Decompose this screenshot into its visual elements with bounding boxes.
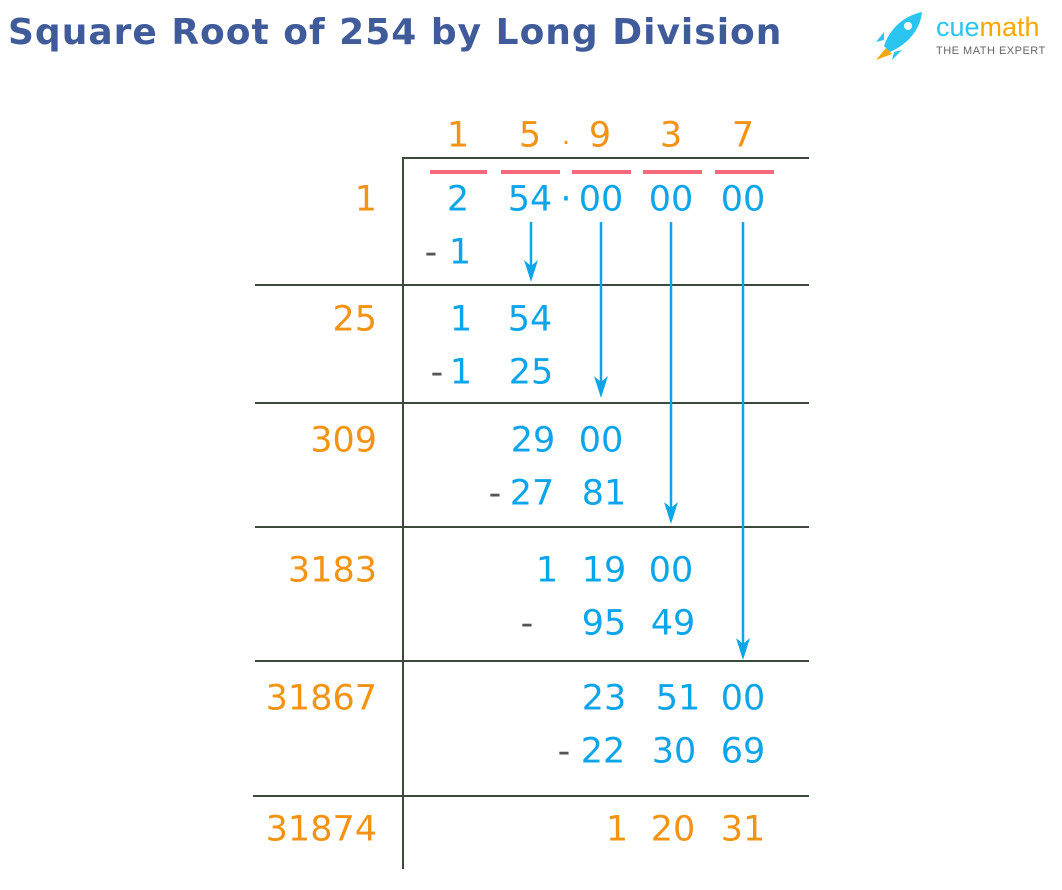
quotient-digit: 9 <box>588 115 612 156</box>
quotient-digit: 3 <box>659 115 683 156</box>
subtrahend: 27 <box>509 473 555 514</box>
subtrahend: 69 <box>720 731 766 772</box>
arrow-down-icon <box>736 222 750 660</box>
subtrahend: 81 <box>581 473 627 514</box>
arrow-down-icon <box>664 222 678 524</box>
logo-tagline: THE MATH EXPERT <box>936 45 1046 57</box>
minus-sign: - <box>557 731 571 772</box>
row-divider <box>255 660 809 662</box>
remainder: 00 <box>720 678 766 719</box>
dividend-pair: 2 <box>446 179 470 220</box>
row-divider <box>255 284 809 286</box>
minus-sign: - <box>430 352 444 393</box>
remainder: 51 <box>655 678 701 719</box>
arrow-down-icon <box>524 222 538 282</box>
remainder: 1 <box>535 550 559 591</box>
quotient-digit: 5 <box>518 115 542 156</box>
arrow-down-icon <box>594 222 608 398</box>
divisor: 3183 <box>287 550 377 591</box>
divisor: 1 <box>354 179 377 220</box>
dividend-decimal-point: · <box>560 179 572 220</box>
minus-sign: - <box>488 473 502 514</box>
digit-pair-bar <box>715 170 774 174</box>
remainder: 1 <box>449 299 473 340</box>
digit-pair-bar <box>572 170 631 174</box>
logo-text-cue: cue <box>936 12 980 42</box>
row-divider <box>255 526 809 528</box>
row-divider <box>255 402 809 404</box>
dividend-pair: 00 <box>720 179 766 220</box>
cuemath-logo: cuemath THE MATH EXPERT <box>872 10 1057 65</box>
minus-sign: - <box>520 603 534 644</box>
subtrahend: 25 <box>508 352 554 393</box>
division-vertical-line <box>402 158 404 869</box>
divisor: 309 <box>310 420 377 461</box>
subtrahend: 49 <box>650 603 696 644</box>
logo-text-math: math <box>979 12 1040 42</box>
digit-pair-bar <box>501 170 560 174</box>
final-remainder: 1 <box>605 809 629 850</box>
subtrahend: 22 <box>580 731 626 772</box>
final-remainder: 20 <box>650 809 696 850</box>
divisor: 31867 <box>265 678 377 719</box>
divisor: 25 <box>332 299 377 340</box>
digit-pair-bar <box>643 170 702 174</box>
quotient-decimal-point: . <box>561 121 571 151</box>
remainder: 29 <box>510 420 556 461</box>
rocket-icon <box>876 12 922 60</box>
quotient-digit: 7 <box>731 115 755 156</box>
remainder: 23 <box>581 678 627 719</box>
page-title: Square Root of 254 by Long Division <box>8 12 783 53</box>
subtrahend: 1 <box>448 232 472 273</box>
subtrahend: 95 <box>581 603 627 644</box>
subtrahend: 1 <box>449 352 473 393</box>
subtrahend: 30 <box>651 731 697 772</box>
division-top-line <box>402 157 809 159</box>
digit-pair-bar <box>430 170 487 174</box>
quotient-digit: 1 <box>446 115 470 156</box>
row-divider <box>253 795 809 797</box>
minus-sign: - <box>424 232 438 273</box>
dividend-pair: 54 <box>507 179 553 220</box>
final-remainder: 31 <box>720 809 766 850</box>
remainder: 54 <box>507 299 553 340</box>
remainder: 19 <box>581 550 627 591</box>
divisor: 31874 <box>265 809 377 850</box>
remainder: 00 <box>578 420 624 461</box>
remainder: 00 <box>648 550 694 591</box>
dividend-pair: 00 <box>578 179 624 220</box>
dividend-pair: 00 <box>648 179 694 220</box>
